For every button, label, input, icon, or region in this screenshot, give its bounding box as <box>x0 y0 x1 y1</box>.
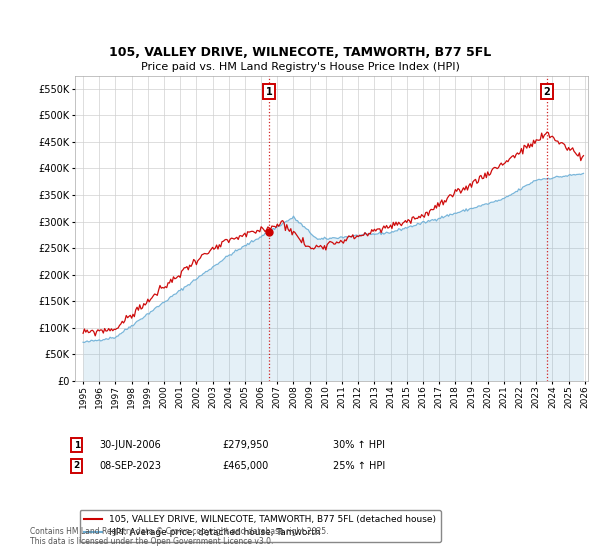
Text: 2: 2 <box>544 87 550 96</box>
Text: 105, VALLEY DRIVE, WILNECOTE, TAMWORTH, B77 5FL: 105, VALLEY DRIVE, WILNECOTE, TAMWORTH, … <box>109 46 491 59</box>
Text: 30% ↑ HPI: 30% ↑ HPI <box>333 440 385 450</box>
Text: Price paid vs. HM Land Registry's House Price Index (HPI): Price paid vs. HM Land Registry's House … <box>140 62 460 72</box>
Text: 25% ↑ HPI: 25% ↑ HPI <box>333 461 385 471</box>
Text: 1: 1 <box>74 441 80 450</box>
Text: 1: 1 <box>266 87 272 96</box>
Text: £465,000: £465,000 <box>222 461 268 471</box>
Text: 2: 2 <box>74 461 80 470</box>
Text: Contains HM Land Registry data © Crown copyright and database right 2025.
This d: Contains HM Land Registry data © Crown c… <box>30 526 329 546</box>
Text: £279,950: £279,950 <box>222 440 269 450</box>
Legend: 105, VALLEY DRIVE, WILNECOTE, TAMWORTH, B77 5FL (detached house), HPI: Average p: 105, VALLEY DRIVE, WILNECOTE, TAMWORTH, … <box>80 511 441 542</box>
Text: 30-JUN-2006: 30-JUN-2006 <box>99 440 161 450</box>
Text: 08-SEP-2023: 08-SEP-2023 <box>99 461 161 471</box>
